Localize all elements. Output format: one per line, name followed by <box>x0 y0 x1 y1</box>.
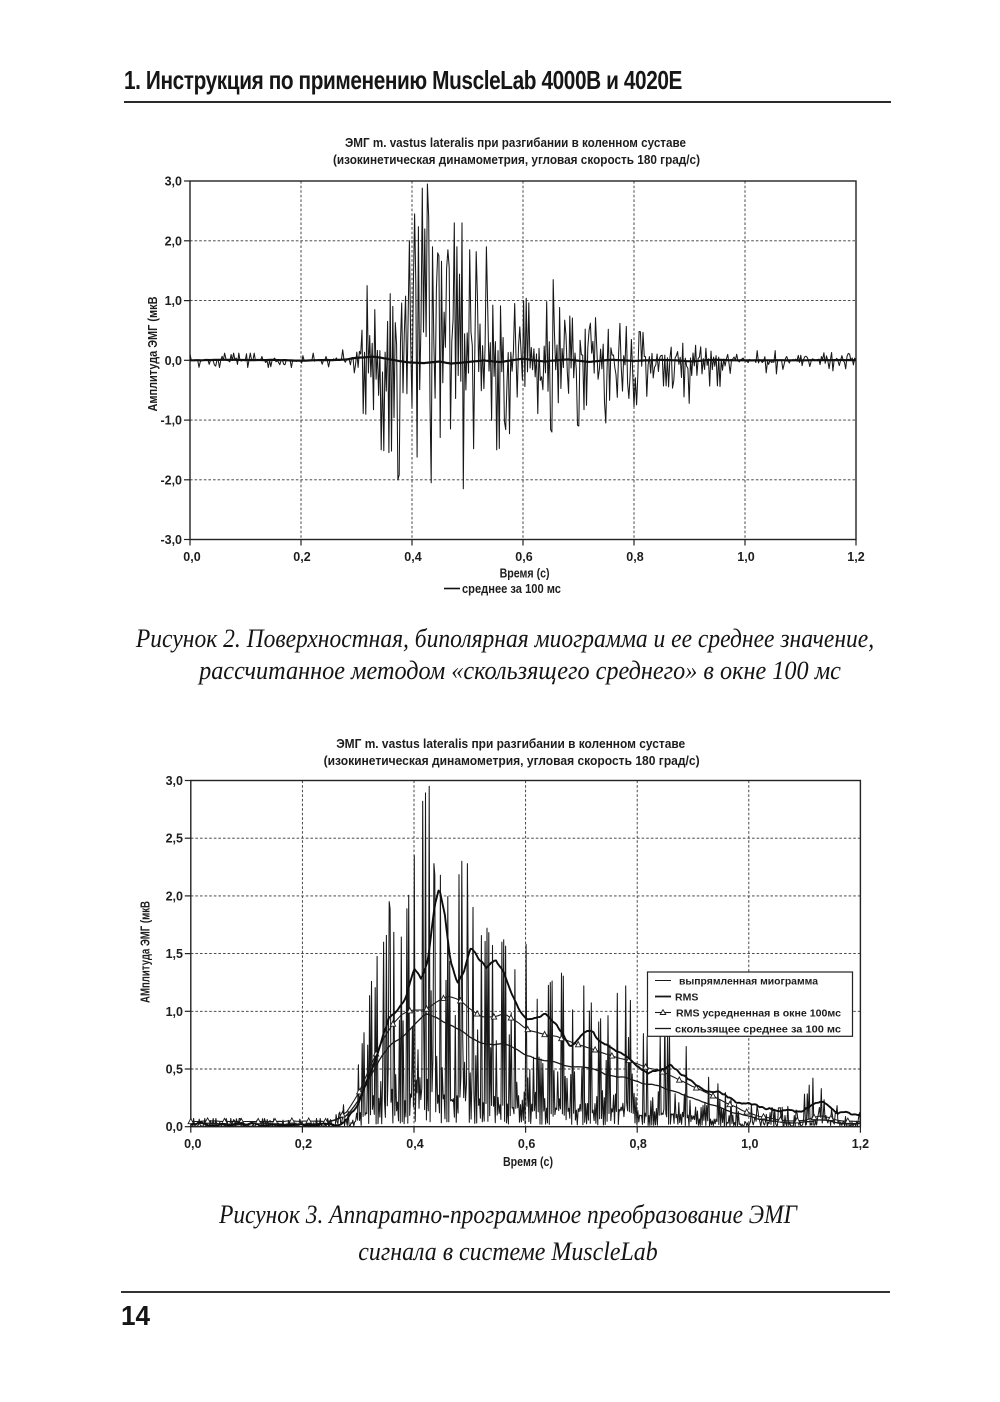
svg-text:1,0: 1,0 <box>741 1137 758 1151</box>
svg-text:среднее за 100 мс: среднее за 100 мс <box>462 582 561 596</box>
svg-text:АМплитуда ЭМГ (мкВ: АМплитуда ЭМГ (мкВ <box>139 901 153 1003</box>
svg-text:1,0: 1,0 <box>165 294 182 308</box>
svg-text:Амплитуда ЭМГ (мкВ: Амплитуда ЭМГ (мкВ <box>145 297 160 412</box>
svg-text:0,5: 0,5 <box>166 1063 183 1077</box>
svg-text:Время (с): Время (с) <box>500 567 550 581</box>
svg-text:1,0: 1,0 <box>737 550 754 564</box>
svg-text:1,0: 1,0 <box>166 1005 183 1019</box>
svg-text:-3,0: -3,0 <box>160 533 182 547</box>
svg-text:0,4: 0,4 <box>404 550 421 564</box>
svg-text:RMS усредненная в окне 100мс: RMS усредненная в окне 100мс <box>676 1008 841 1020</box>
svg-text:0,6: 0,6 <box>518 1137 535 1151</box>
svg-text:скользящее среднее за 100 мс: скользящее среднее за 100 мс <box>675 1024 841 1036</box>
svg-text:0,0: 0,0 <box>166 1120 183 1134</box>
svg-text:ЭМГ m. vastus lateralis при ра: ЭМГ m. vastus lateralis при разгибании в… <box>336 737 685 751</box>
svg-text:2,0: 2,0 <box>166 889 183 903</box>
svg-text:0,2: 0,2 <box>293 550 310 564</box>
svg-text:2,0: 2,0 <box>165 234 182 248</box>
svg-text:RMS: RMS <box>675 992 698 1004</box>
svg-text:(изокинетическая динамометрия,: (изокинетическая динамометрия, угловая с… <box>324 754 700 768</box>
svg-text:0,8: 0,8 <box>626 550 643 564</box>
svg-text:3,0: 3,0 <box>166 774 183 788</box>
svg-text:0,0: 0,0 <box>184 1137 201 1151</box>
svg-text:0,0: 0,0 <box>165 354 182 368</box>
svg-text:ЭМГ m. vastus lateralis при ра: ЭМГ m. vastus lateralis при разгибании в… <box>345 136 686 150</box>
svg-text:1,2: 1,2 <box>852 1137 869 1151</box>
svg-text:0,6: 0,6 <box>515 550 532 564</box>
svg-text:выпрямленная миограмма: выпрямленная миограмма <box>679 976 818 988</box>
svg-text:(изокинетическая динамометрия,: (изокинетическая динамометрия, угловая с… <box>333 153 700 167</box>
svg-text:2,5: 2,5 <box>166 832 183 846</box>
svg-text:0,4: 0,4 <box>406 1137 423 1151</box>
svg-text:0,2: 0,2 <box>295 1137 312 1151</box>
svg-text:3,0: 3,0 <box>165 175 182 189</box>
svg-text:0,8: 0,8 <box>630 1137 647 1151</box>
svg-text:1,5: 1,5 <box>166 947 183 961</box>
svg-text:-1,0: -1,0 <box>160 414 182 428</box>
svg-text:Время (с): Время (с) <box>503 1155 553 1169</box>
svg-text:1,2: 1,2 <box>847 550 864 564</box>
svg-text:-2,0: -2,0 <box>160 473 182 487</box>
svg-text:0,0: 0,0 <box>183 550 200 564</box>
